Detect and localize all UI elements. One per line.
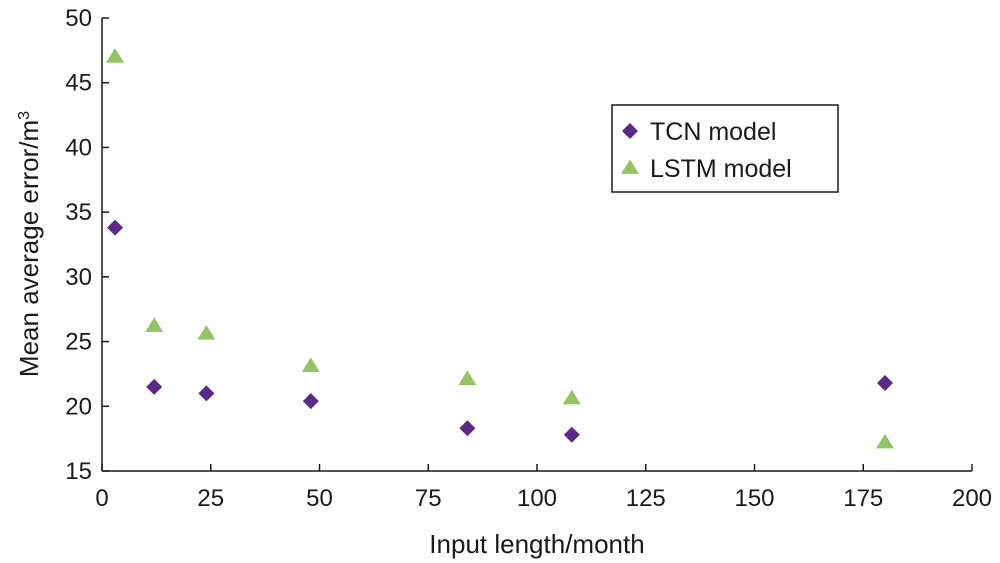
y-tick-label: 50 [65,5,92,32]
x-tick-label: 175 [843,485,883,512]
legend-marker-lstm [621,159,639,174]
tcn-point [302,393,319,410]
tcn-point [107,219,124,236]
lstm-point [145,317,164,332]
x-tick-label: 150 [734,485,774,512]
y-tick-label: 25 [65,329,92,356]
y-tick-label: 35 [65,199,92,226]
lstm-point [458,370,477,385]
x-tick-label: 25 [197,485,224,512]
tcn-point [198,385,215,402]
lstm-point [562,389,581,405]
legend-marker-tcn [622,123,638,139]
x-tick-label: 200 [952,485,992,512]
tcn-point [459,420,476,437]
y-axis-ticks: 15 20 25 30 35 40 45 50 [65,5,109,485]
tcn-point [563,426,580,443]
lstm-point [301,357,320,373]
lstm-point [876,433,894,449]
x-tick-label: 100 [517,485,557,512]
tcn-point [877,374,893,391]
x-tick-label: 50 [306,485,333,512]
y-tick-label: 45 [65,70,92,97]
y-axis-title-superscript: 3 [16,111,33,120]
x-tick-label: 75 [415,485,442,512]
lstm-point [106,48,125,63]
x-axis-ticks: 0 25 50 75 100 125 150 175 200 [95,464,992,512]
axes [101,18,972,472]
data-points [106,48,894,449]
y-tick-label: 15 [65,458,92,485]
y-axis-title-text: Mean average error/m [14,120,44,377]
x-tick-label: 125 [626,485,666,512]
x-tick-label: 0 [95,485,108,512]
y-tick-label: 40 [65,134,92,161]
lstm-point [197,325,216,340]
y-axis-title: Mean average error/m3 [14,111,44,377]
legend-label: TCN model [650,118,776,146]
y-tick-label: 20 [65,393,92,420]
legend-box [611,104,839,193]
legend: TCN model LSTM model [611,104,839,193]
tcn-point [146,378,163,395]
x-axis-title: Input length/month [429,529,644,559]
y-tick-label: 30 [65,264,92,291]
legend-label: LSTM model [650,155,792,183]
